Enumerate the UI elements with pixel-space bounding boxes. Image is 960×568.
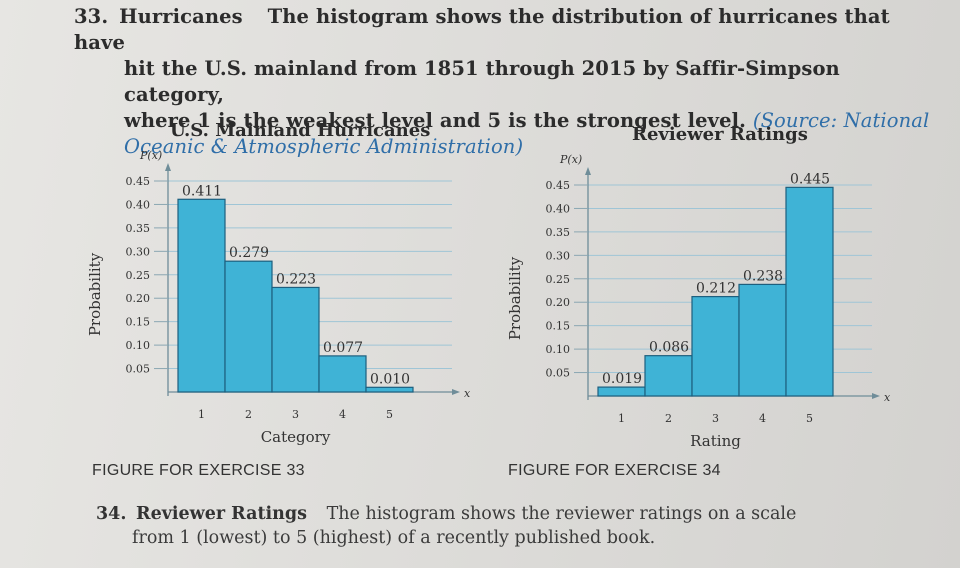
- y-tick-label: 0.40: [546, 202, 571, 215]
- histogram-bar: [738, 283, 787, 397]
- bar-value-label: 0.411: [182, 183, 222, 199]
- bar-value-label: 0.212: [696, 281, 736, 297]
- y-tick-label: 0.35: [126, 222, 151, 235]
- y-axis-label: Probability: [86, 252, 104, 336]
- y-tick-label: 0.05: [546, 367, 571, 380]
- bar-value-label: 0.445: [790, 171, 830, 187]
- x-tick-label: 4: [759, 412, 766, 425]
- histogram-bar: [224, 260, 273, 393]
- exercise-33-line1: The histogram shows the distribution of …: [74, 5, 890, 54]
- x-tick-label: 3: [712, 412, 719, 425]
- bar-value-label: 0.279: [229, 245, 269, 261]
- exercise-33-line3-wrap: where 1 is the weakest level and 5 is th…: [74, 108, 934, 134]
- y-tick-label: 0.30: [126, 245, 151, 258]
- x-axis-symbol: x: [464, 387, 471, 400]
- x-tick-label: 5: [386, 408, 393, 421]
- exercise-33-title: Hurricanes: [119, 5, 243, 28]
- exercise-34-text: 34. Reviewer Ratings The histogram shows…: [96, 502, 916, 550]
- bar-value-label: 0.019: [602, 371, 642, 387]
- y-tick-label: 0.40: [126, 198, 151, 211]
- x-tick-label: 2: [665, 412, 672, 425]
- y-tick-label: 0.20: [546, 296, 571, 309]
- histogram-bar: [785, 186, 834, 397]
- histogram-bar: [597, 386, 646, 397]
- x-axis-arrow: [872, 393, 880, 399]
- histogram-bar: [691, 295, 740, 397]
- x-axis-symbol: x: [884, 391, 891, 404]
- y-tick-label: 0.10: [126, 339, 151, 352]
- x-axis-label: Category: [261, 428, 331, 446]
- y-tick-label: 0.30: [546, 249, 571, 262]
- exercise-33-source-2: Oceanic & Atmospheric Administration): [124, 135, 524, 158]
- histogram-bar: [644, 355, 693, 397]
- y-axis-arrow: [165, 163, 171, 171]
- y-tick-label: 0.35: [546, 226, 571, 239]
- y-tick-label: 0.45: [546, 179, 571, 192]
- figure-caption-34: FIGURE FOR EXERCISE 34: [508, 462, 721, 479]
- histogram-hurricanes: 0.05 0.10 0.15 0.20 0.25 0.30 0.35 0.40 0.45 0.41…: [86, 149, 471, 446]
- x-tick-label: 1: [618, 412, 625, 425]
- exercise-33-line3: where 1 is the weakest level and 5 is th…: [124, 109, 746, 132]
- histogram-bar: [365, 386, 414, 393]
- exercise-34-line2: from 1 (lowest) to 5 (highest) of a rece…: [132, 528, 656, 548]
- histogram-bar: [271, 286, 320, 393]
- y-tick-label: 0.25: [546, 273, 571, 286]
- y-axis-arrow: [585, 167, 591, 175]
- bar-value-label: 0.010: [370, 371, 410, 387]
- bar-value-label: 0.077: [323, 340, 363, 356]
- x-tick-label: 4: [339, 408, 346, 421]
- exercise-34-title: Reviewer Ratings: [136, 504, 307, 524]
- exercise-34-line1: The histogram shows the reviewer ratings…: [326, 504, 797, 524]
- chart-title-hurricanes: U.S. Mainland Hurricanes: [170, 120, 431, 141]
- histogram-reviewer-ratings: 0.05 0.10 0.15 0.20 0.25 0.30 0.35 0.40 0.45 0.01…: [506, 153, 891, 450]
- x-tick-label: 2: [245, 408, 252, 421]
- y-axis-symbol: P(x): [139, 149, 162, 162]
- x-tick-label: 5: [806, 412, 813, 425]
- y-axis-symbol: P(x): [559, 153, 582, 166]
- chart-title-reviewer: Reviewer Ratings: [632, 124, 808, 145]
- bar-value-label: 0.223: [276, 271, 316, 287]
- histogram-bar: [177, 198, 226, 393]
- exercise-33-line2: hit the U.S. mainland from 1851 through …: [124, 57, 840, 106]
- y-tick-label: 0.15: [126, 316, 151, 329]
- y-tick-label: 0.20: [126, 292, 151, 305]
- exercise-33-source-1: (Source: National: [752, 109, 930, 132]
- figure-caption-33: FIGURE FOR EXERCISE 33: [92, 462, 305, 479]
- histogram-bar: [318, 355, 367, 393]
- exercise-34-number: 34.: [96, 504, 127, 524]
- y-tick-label: 0.45: [126, 175, 151, 188]
- bar-value-label: 0.238: [743, 268, 783, 284]
- x-axis-label: Rating: [690, 432, 741, 450]
- x-tick-label: 3: [292, 408, 299, 421]
- y-axis-label: Probability: [506, 256, 524, 340]
- exercise-33-text: 33. Hurricanes The histogram shows the d…: [74, 4, 934, 160]
- x-axis-arrow: [452, 389, 460, 395]
- y-tick-label: 0.25: [126, 269, 151, 282]
- x-tick-label: 1: [198, 408, 205, 421]
- y-tick-label: 0.15: [546, 320, 571, 333]
- y-tick-label: 0.05: [126, 363, 151, 376]
- bar-value-label: 0.086: [649, 340, 689, 356]
- y-tick-label: 0.10: [546, 343, 571, 356]
- exercise-33-number: 33.: [74, 5, 109, 28]
